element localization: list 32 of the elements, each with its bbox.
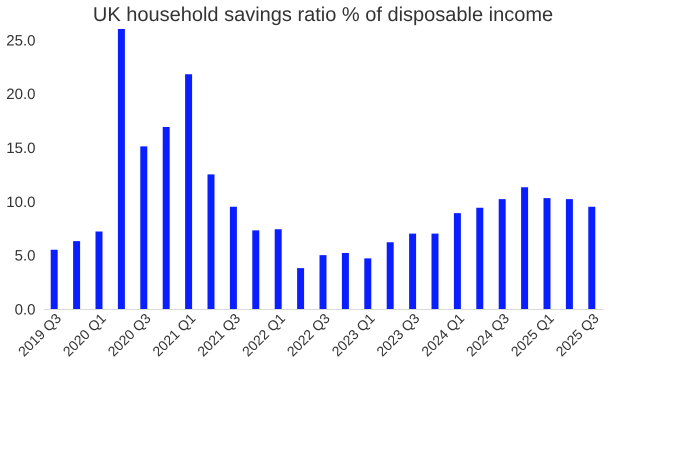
bar <box>73 241 80 309</box>
bar <box>162 127 170 309</box>
bar <box>96 231 102 309</box>
bar <box>588 206 596 309</box>
bar <box>297 268 304 309</box>
bar <box>252 230 260 309</box>
bar <box>140 146 148 309</box>
y-tick-label: 10.0 <box>6 194 36 211</box>
y-tick-label: 15.0 <box>6 140 36 157</box>
bar <box>118 29 125 309</box>
bar <box>208 174 214 309</box>
bar <box>320 255 326 309</box>
bar <box>364 258 372 309</box>
y-tick-label: 0.0 <box>14 302 36 318</box>
bar <box>498 199 506 309</box>
y-tick-label: 25.0 <box>6 32 36 50</box>
bar <box>50 250 58 309</box>
bar <box>386 242 394 309</box>
bar <box>454 213 461 309</box>
y-tick-label: 5.0 <box>14 248 36 265</box>
bar <box>185 74 192 309</box>
bar <box>409 234 416 309</box>
bar <box>566 199 573 309</box>
bar <box>230 206 237 309</box>
y-tick-label: 20.0 <box>6 86 36 104</box>
bar <box>544 198 550 309</box>
bar <box>432 234 438 309</box>
bar <box>274 229 282 309</box>
chart-title: UK household savings ratio % of disposable income <box>92 4 554 26</box>
bar <box>342 253 349 309</box>
bar <box>521 187 528 309</box>
bar <box>476 208 484 309</box>
